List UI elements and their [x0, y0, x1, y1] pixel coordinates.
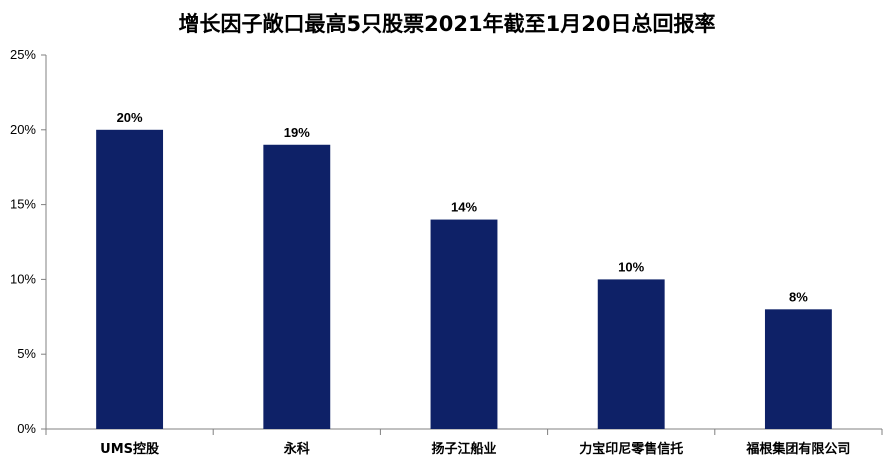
y-tick-label: 0% — [17, 421, 36, 436]
y-tick-label: 15% — [10, 197, 36, 212]
y-tick-label: 5% — [17, 346, 36, 361]
bar — [764, 309, 832, 429]
bar — [430, 219, 498, 429]
data-label: 8% — [789, 289, 808, 304]
x-tick-label: 扬子江船业 — [431, 441, 496, 457]
y-tick-label: 20% — [10, 122, 36, 137]
data-label: 19% — [284, 125, 310, 140]
data-label: 10% — [618, 259, 644, 274]
data-label: 14% — [451, 200, 477, 215]
data-label: 20% — [117, 110, 143, 125]
x-tick-label: 永科 — [283, 441, 310, 457]
x-tick-label: 福根集团有限公司 — [745, 441, 850, 457]
y-tick-label: 10% — [10, 271, 36, 286]
bar — [263, 144, 331, 429]
x-tick-label: 力宝印尼零售信托 — [579, 441, 683, 457]
bar — [597, 279, 665, 429]
x-tick-label: UMS控股 — [100, 441, 159, 457]
chart-title: 增长因子敞口最高5只股票2021年截至1月20日总回报率 — [179, 12, 716, 36]
bar — [96, 129, 164, 430]
y-tick-label: 25% — [10, 47, 36, 62]
plot-area: 0% 5% 10% 15% 20% 25% 20% UMS控股 19% 永科 14% 扬子江船业 10%… — [10, 47, 883, 457]
